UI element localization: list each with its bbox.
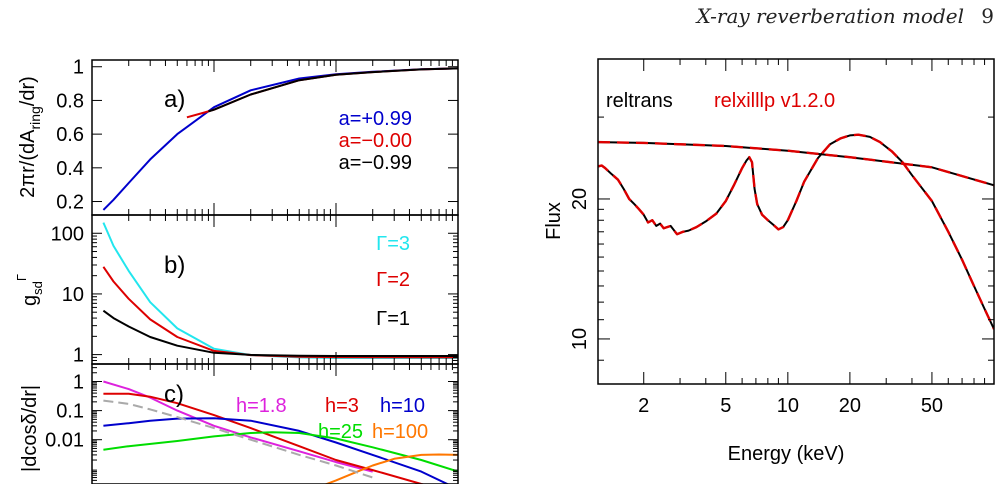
panel-b-y-tick-label: 10 (62, 284, 84, 306)
panel-c-series-line-h18 (103, 380, 373, 473)
panel-a-y-tick-label: 1 (73, 57, 84, 79)
curves-layer (102, 67, 994, 484)
spectrum-frame (597, 58, 995, 385)
panel-b-y-tick-label: 1 (73, 345, 84, 367)
spectrum-curves (598, 133, 994, 330)
spectrum-series-line-reflection-relxilllp (598, 133, 994, 330)
panel-b-series-line-1 (102, 309, 458, 357)
panel-c-frame (91, 363, 459, 484)
panel-b-y-axis-title: gsdΓ (14, 274, 45, 306)
panel-c-y-tick-label: 1 (73, 372, 84, 394)
spectrum-x-tick-label: 10 (777, 395, 799, 417)
spectrum-x-tick-label: 5 (720, 395, 731, 417)
panel-b-legend-entry: Γ=2 (376, 269, 410, 291)
panel-b-curves (102, 222, 458, 359)
panel-a-legend-entry: a=−0.99 (339, 152, 412, 174)
panel-b-legend-entry: Γ=3 (376, 233, 410, 255)
panel-c-curves (103, 380, 458, 484)
panel-a-y-tick-label: 0.4 (56, 158, 84, 180)
spectrum-series-line-reflection-reltrans (598, 133, 994, 330)
panel-c-series-line-h25 (103, 431, 458, 473)
spectrum-x-tick-label: 50 (921, 395, 943, 417)
panel-a-legend-entry: a=−0.00 (339, 130, 412, 152)
panel-a-y-tick-label: 0.2 (56, 192, 84, 214)
panel-b-series-line-2 (102, 266, 458, 359)
panel-c-legend-entry: h=10 (380, 395, 425, 417)
text-layer: 0.2 0.4 0.6 0.8 1 a) a=+0.99a=−0.00a=−0.99 1 10 1… (14, 57, 943, 472)
panel-a-curves (102, 67, 458, 211)
panel-a-y-tick-label: 0.8 (56, 90, 84, 112)
panel-c-series-line-dashed-reference (103, 399, 374, 479)
panel-c-series-line-h3 (103, 392, 426, 484)
panel-b-panel-label: b) (164, 252, 185, 279)
spectrum-y-tick-label: 10 (569, 328, 591, 350)
spectrum-series-line-continuum-reltrans (598, 141, 994, 187)
panel-c-legend-entry: h=3 (325, 395, 359, 417)
panel-b-y-tick-label: 100 (51, 223, 84, 245)
panel-a-legend-entry: a=+0.99 (339, 108, 412, 130)
spectrum-x-axis-title: Energy (keV) (728, 443, 845, 465)
panel-a-y-axis-title: 2πr/(dAring/dr) (17, 76, 43, 198)
running-header: X-ray reverberation model 9 (0, 4, 1008, 34)
page-number: 9 (981, 4, 994, 28)
panel-b-legend-entry: Γ=1 (376, 308, 410, 330)
panel-c-y-tick-label: 0.1 (56, 401, 84, 423)
spectrum-legend-entry: relxilllp v1.2.0 (714, 90, 835, 112)
spectrum-series-line-continuum-relxilllp (598, 140, 994, 187)
panel-c-y-tick-label: 0.01 (45, 430, 84, 452)
running-title: X-ray reverberation model (696, 4, 964, 28)
panel-a-series-line-a099 (208, 67, 458, 113)
axes-layer (91, 58, 995, 484)
spectrum-legend-entry: reltrans (606, 90, 673, 112)
panel-c-y-axis-title: |dcosδ/dr| (19, 385, 41, 472)
panel-a-y-tick-label: 0.6 (56, 124, 84, 146)
panel-c-legend-entry: h=25 (318, 421, 363, 443)
spectrum-x-tick-label: 20 (839, 395, 861, 417)
panel-c-panel-label: c) (164, 381, 184, 408)
spectrum-y-tick-label: 20 (569, 188, 591, 210)
spectrum-x-tick-label: 2 (638, 395, 649, 417)
panel-c-legend-entry: h=1.8 (236, 395, 287, 417)
panel-a-panel-label: a) (164, 86, 185, 113)
spectrum-y-axis-title: Flux (543, 202, 565, 240)
panel-c-legend-entry: h=100 (372, 421, 428, 443)
